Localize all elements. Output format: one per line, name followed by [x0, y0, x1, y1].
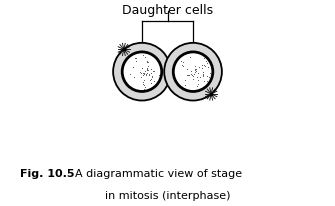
Circle shape [122, 52, 162, 91]
Text: in mitosis (interphase): in mitosis (interphase) [105, 191, 230, 201]
Text: Daughter cells: Daughter cells [122, 4, 213, 17]
Circle shape [113, 43, 171, 101]
Circle shape [173, 52, 213, 91]
Circle shape [164, 43, 222, 101]
Text: A diagrammatic view of stage: A diagrammatic view of stage [75, 169, 243, 179]
Text: Fig. 10.5: Fig. 10.5 [20, 169, 75, 179]
